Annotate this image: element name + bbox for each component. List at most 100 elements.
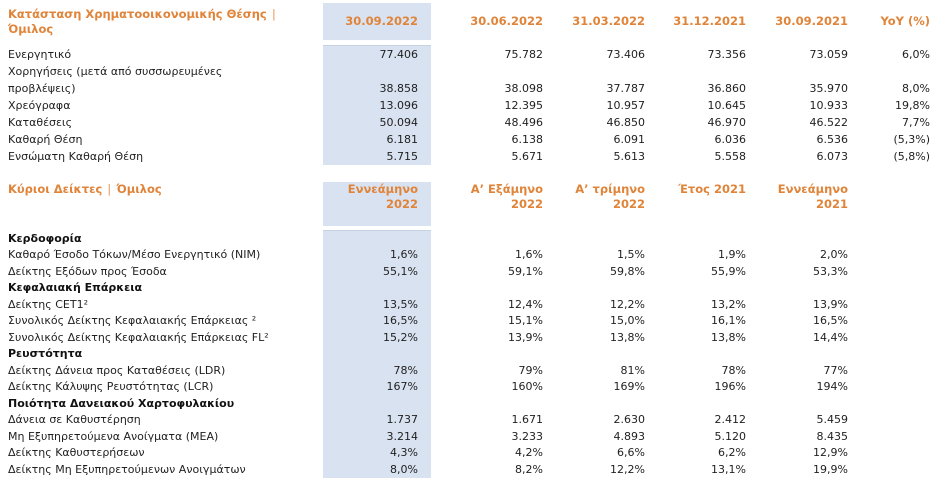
value-cell: 8,0%	[323, 461, 431, 478]
row-label-text: Ποιότητα Δανειακού Χαρτοφυλακίου	[8, 396, 235, 410]
value-cell: 12,2%	[610, 462, 645, 476]
value-cell: 15,2%	[323, 329, 431, 346]
row-label-text: Ενσώματη Καθαρή Θέση	[8, 149, 144, 163]
value-cell: 13,8%	[711, 330, 746, 344]
empty-cell	[850, 379, 937, 396]
row-label: Συνολικός Δείκτης Κεφαλαιακής Επάρκειας …	[8, 313, 323, 330]
row-label-text: Δείκτης Μη Εξυπηρετούμενων Ανοιγμάτων	[8, 462, 246, 476]
value-cell: 12.395	[504, 98, 544, 112]
row-label-text: Δάνεια σε Καθυστέρηση	[8, 413, 141, 426]
row-label-text: Δείκτης CET1²	[8, 297, 88, 311]
value-cell: (5,8%)	[893, 149, 930, 163]
value-cell: 10.957	[606, 98, 646, 112]
key-ratios-table: Κύριοι Δείκτες | Όμιλος Εννεάμηνο 2022 Α’ Ε…	[8, 181, 937, 479]
value-cell: 78%	[721, 363, 746, 377]
value-cell: 12,4%	[508, 297, 543, 311]
value-cell: 36.860	[707, 81, 747, 95]
table-row: Δάνεια σε Καθυστέρηση 1.737 1.671 2.630 2.41…	[8, 412, 937, 429]
value-cell: 59,1%	[508, 264, 543, 278]
row-label-text: Ενεργητικό	[8, 47, 72, 61]
value-cell: 19,8%	[895, 98, 930, 112]
column-header-fy-2021: Έτος 2021	[678, 181, 746, 196]
value-cell: 46.850	[606, 115, 646, 129]
table-row: Δείκτης Εξόδων προς Έσοδα 55,1% 59,1% 59,8%…	[8, 263, 937, 281]
table-row: Μη Εξυπηρετούμενα Ανοίγματα (ΜΕΑ) 3.214 3.…	[8, 428, 937, 445]
value-cell: 3.233	[511, 429, 544, 443]
row-label-text: Χορηγήσεις (μετά από συσσωρευμένες προβλ…	[8, 64, 223, 95]
row-label-text: Ρευστότητα	[8, 347, 83, 360]
value-cell: 55,1%	[323, 263, 431, 280]
value-cell	[647, 396, 748, 413]
column-header-nine-month-2022: Εννεάμηνο 2022	[323, 181, 431, 226]
value-cell	[748, 280, 850, 297]
value-cell: 6,2%	[718, 446, 746, 459]
value-cell: 169%	[613, 380, 645, 393]
value-cell: 77.406	[323, 44, 431, 63]
value-cell: 10.933	[809, 98, 849, 112]
table-row: Καθαρό Έσοδο Τόκων/Μέσο Ενεργητικό (NIM)…	[8, 247, 937, 264]
value-cell: 59,8%	[610, 264, 645, 278]
value-cell: 75.782	[504, 47, 544, 61]
value-cell: 12,2%	[610, 297, 645, 311]
row-label: Δείκτης Μη Εξυπηρετούμενων Ανοιγμάτων	[8, 462, 323, 479]
value-cell: 5.120	[714, 429, 747, 443]
value-cell: 1,6%	[323, 247, 431, 264]
value-cell: 5.715	[323, 147, 431, 165]
row-label-text: Καταθέσεις	[8, 115, 73, 129]
financial-position-table: Κατάσταση Χρηματοοικονομικής Θέσης | Όμιλο…	[8, 3, 937, 165]
table2-body: Κερδοφορία Καθαρό Έσοδο Τόκων/Μέσο Ενεργη…	[8, 230, 937, 479]
row-label: Δάνεια σε Καθυστέρηση	[8, 412, 323, 429]
value-cell: 19,9%	[813, 462, 848, 476]
row-label: Συνολικός Δείκτης Κεφαλαιακής Επάρκειας …	[8, 330, 323, 347]
value-cell: (5,3%)	[893, 132, 930, 146]
value-cell: 35.970	[809, 81, 849, 95]
value-cell	[748, 346, 850, 363]
empty-cell	[850, 313, 937, 330]
value-cell	[647, 346, 748, 363]
value-cell: 78%	[323, 362, 431, 379]
value-cell: 5.671	[511, 149, 544, 163]
row-label: Ενσώματη Καθαρή Θέση	[8, 148, 323, 165]
value-cell: 73.406	[606, 47, 646, 61]
table-row: Δείκτης Μη Εξυπηρετούμενων Ανοιγμάτων 8,0…	[8, 461, 937, 479]
value-cell: 53,3%	[813, 264, 848, 278]
column-header-31-03-2022: 31.03.2022	[572, 14, 645, 28]
table-row: Καταθέσεις 50.094 48.496 46.850 46.970 46.522…	[8, 113, 937, 131]
value-cell: 12,9%	[813, 446, 848, 459]
value-cell	[323, 395, 431, 412]
value-cell: 16,5%	[813, 314, 848, 327]
value-cell: 50.094	[323, 113, 431, 131]
table-row: Χρεόγραφα 13.096 12.395 10.957 10.645 10.933 1…	[8, 96, 937, 114]
row-label: Δείκτης CET1²	[8, 297, 323, 314]
row-label-text: Συνολικός Δείκτης Κεφαλαιακής Επάρκειας …	[8, 314, 257, 327]
value-cell: 10.645	[707, 98, 747, 112]
row-label: Δείκτης Εξόδων προς Έσοδα	[8, 264, 323, 281]
section-label: Ποιότητα Δανειακού Χαρτοφυλακίου	[8, 396, 323, 413]
value-cell: 1,5%	[617, 248, 645, 261]
column-header-empty	[850, 182, 937, 226]
empty-cell	[850, 346, 937, 363]
value-cell: 3.214	[323, 428, 431, 445]
value-cell: 15,1%	[508, 314, 543, 327]
row-label-text: Συνολικός Δείκτης Κεφαλαιακής Επάρκειας …	[8, 330, 269, 344]
row-label-text: Δείκτης Καθυστερήσεων	[8, 446, 145, 459]
value-cell: 2.412	[714, 413, 747, 426]
table1-title-text: Κατάσταση Χρηματοοικονομικής Θέσης	[8, 6, 267, 21]
section-label: Ρευστότητα	[8, 346, 323, 363]
section-row: Κερδοφορία	[8, 230, 937, 247]
row-label: Χρεόγραφα	[8, 97, 323, 114]
value-cell: 16,1%	[711, 314, 746, 327]
column-header-30-06-2022: 30.06.2022	[470, 14, 543, 28]
value-cell	[647, 280, 748, 297]
row-label-text: Μη Εξυπηρετούμενα Ανοίγματα (ΜΕΑ)	[8, 429, 219, 443]
value-cell: 4,2%	[515, 446, 543, 459]
row-label-text: Κερδοφορία	[8, 231, 82, 245]
value-cell: 13.096	[323, 96, 431, 114]
value-cell: 1,9%	[718, 248, 746, 261]
value-cell: 5.613	[613, 149, 646, 163]
value-cell: 1.737	[323, 412, 431, 429]
header-body-separator	[8, 40, 937, 45]
row-label-text: Δείκτης Δάνεια προς Καταθέσεις (LDR)	[8, 363, 226, 377]
value-cell: 194%	[816, 380, 848, 393]
